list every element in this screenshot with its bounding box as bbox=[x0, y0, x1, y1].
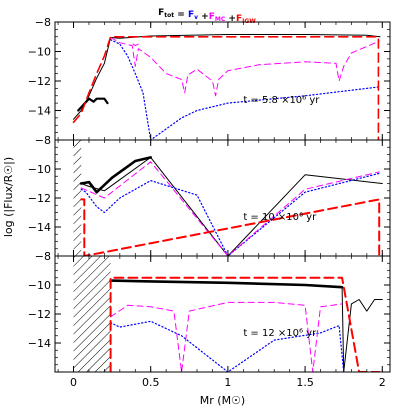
x-tick-label: 1 bbox=[224, 376, 231, 389]
y-tick-label: −14 bbox=[28, 221, 51, 234]
series-line-mc bbox=[132, 43, 139, 47]
y-tick-label: −14 bbox=[28, 337, 51, 350]
panel-annotation: t = 5.8 ×10⁶ yr bbox=[243, 95, 320, 106]
series-line-mc bbox=[80, 161, 380, 256]
panel-1: −8 −10 −12 −14 t = 5.8 ×10⁶ yr bbox=[28, 16, 391, 141]
y-tick-label: −12 bbox=[28, 308, 51, 321]
title-subscript: MC bbox=[215, 16, 226, 23]
y-tick-label: −10 bbox=[28, 46, 51, 59]
title-part: = bbox=[174, 10, 188, 20]
panel-2: −8 −10 −12 −14 t = 10 ×10⁶ yr bbox=[28, 134, 391, 257]
series-line-tot bbox=[77, 97, 109, 112]
series-group bbox=[79, 156, 383, 256]
y-tick-label: −12 bbox=[28, 75, 51, 88]
y-tick-label: −14 bbox=[28, 105, 51, 118]
title-subscript: v bbox=[194, 14, 198, 21]
panel-frame bbox=[54, 21, 391, 141]
series-line-mc bbox=[110, 37, 380, 97]
y-tick-label: −10 bbox=[28, 163, 51, 176]
title-subscript: tot bbox=[164, 12, 174, 19]
panels: −8 −10 −12 −14 t = 5.8 ×10⁶ yr −8 −10 −12 −14 t =… bbox=[28, 16, 391, 389]
title-part: F bbox=[236, 14, 242, 24]
y-tick-label: −8 bbox=[35, 134, 51, 147]
y-tick-label: −10 bbox=[28, 279, 51, 292]
series-line-igw bbox=[72, 36, 380, 140]
title-part: + bbox=[198, 12, 209, 22]
series-group bbox=[72, 34, 381, 140]
x-axis-label: Mr (M☉) bbox=[200, 394, 245, 407]
series-line-tot bbox=[73, 34, 381, 120]
series-line-v bbox=[110, 39, 380, 140]
series-line-v bbox=[80, 172, 380, 256]
x-tick-label: 2 bbox=[379, 376, 386, 389]
title-part: F bbox=[188, 10, 194, 20]
title-part: F bbox=[209, 12, 215, 22]
series-line-mc bbox=[110, 301, 343, 372]
x-tick-label: 0 bbox=[70, 376, 77, 389]
panel-frame bbox=[54, 139, 391, 257]
title-part: F bbox=[158, 8, 164, 18]
series-group bbox=[109, 276, 383, 372]
series-line-tot bbox=[109, 279, 344, 289]
series-line-igw bbox=[109, 276, 381, 372]
series-line-tot bbox=[79, 156, 152, 194]
x-tick-label: 1.5 bbox=[296, 376, 314, 389]
y-axis-label: log (|Flux/R☉|) bbox=[2, 157, 15, 237]
x-tick-label: 0.5 bbox=[142, 376, 160, 389]
y-tick-label: −8 bbox=[35, 16, 51, 29]
panel-annotation: t = 10 ×10⁶ yr bbox=[243, 212, 317, 223]
panel-3: −8 −10 −12 −14 t = 12 ×10⁶ yr bbox=[28, 250, 391, 373]
hatched-region bbox=[73, 256, 111, 372]
series-line-igw bbox=[80, 198, 381, 256]
panel-annotation: t = 12 ×10⁶ yr bbox=[243, 328, 317, 339]
title-part: + bbox=[225, 14, 236, 24]
hatched-region bbox=[73, 140, 82, 256]
y-tick-label: −12 bbox=[28, 192, 51, 205]
y-tick-label: −8 bbox=[35, 250, 51, 263]
series-line-tot bbox=[341, 287, 383, 372]
